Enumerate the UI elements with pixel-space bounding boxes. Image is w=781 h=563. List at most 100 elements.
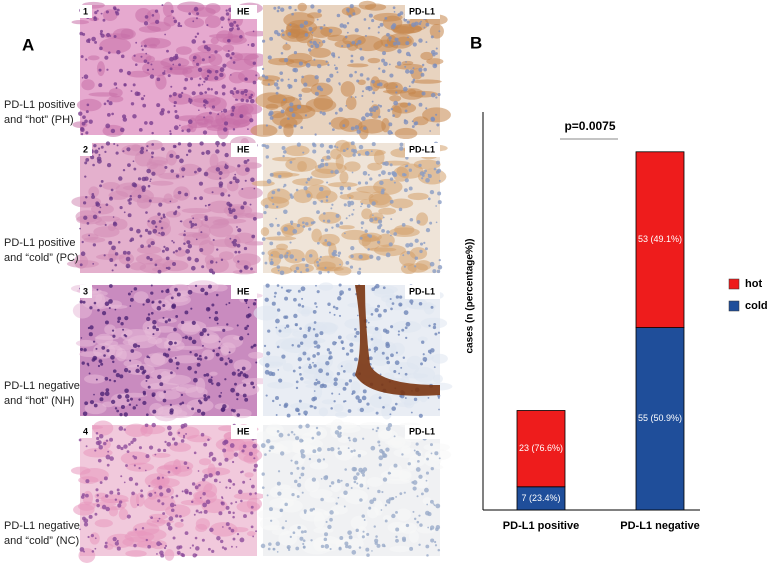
nucleus: [189, 547, 192, 549]
nucleus: [395, 535, 398, 539]
nucleus: [187, 149, 192, 153]
nucleus: [295, 436, 300, 441]
pdl1-image: [254, 418, 452, 557]
tag-bg: [405, 285, 440, 299]
nucleus: [295, 188, 299, 192]
nucleus: [412, 480, 418, 485]
nucleus: [345, 217, 348, 220]
nucleus: [354, 357, 358, 362]
tissue-texture: [313, 370, 332, 384]
nucleus: [97, 308, 100, 312]
nucleus: [187, 119, 193, 125]
nucleus: [425, 471, 430, 475]
nucleus: [95, 378, 98, 381]
nucleus: [221, 546, 225, 549]
nucleus: [116, 444, 121, 450]
nucleus: [164, 165, 168, 169]
nucleus: [168, 358, 173, 363]
nucleus: [218, 346, 221, 350]
tissue-texture: [381, 117, 390, 133]
tissue-texture: [344, 161, 361, 172]
tissue-texture: [199, 331, 220, 344]
nucleus: [221, 142, 226, 147]
nucleus: [219, 539, 224, 544]
nucleus: [374, 217, 378, 221]
nucleus: [397, 13, 400, 16]
nucleus: [411, 120, 414, 123]
nucleus: [83, 518, 89, 524]
nucleus: [278, 254, 284, 259]
nucleus: [99, 46, 103, 51]
nucleus: [224, 362, 228, 366]
nucleus: [166, 441, 172, 447]
value-label: 7 (23.4%): [521, 493, 560, 503]
nucleus: [301, 305, 305, 308]
nucleus: [98, 83, 103, 88]
nucleus: [108, 240, 113, 245]
nucleus: [381, 69, 386, 74]
nucleus: [191, 39, 197, 44]
nucleus: [295, 380, 299, 384]
nucleus: [351, 392, 354, 396]
nucleus: [245, 93, 248, 96]
nucleus: [167, 348, 171, 351]
legend-swatch: [728, 278, 740, 290]
nucleus: [79, 528, 81, 531]
row-label: and “cold” (NC): [4, 535, 79, 547]
nucleus: [311, 397, 316, 402]
nucleus: [198, 511, 201, 514]
nucleus: [165, 247, 170, 252]
nucleus: [277, 369, 280, 371]
nucleus: [374, 350, 376, 353]
nucleus: [151, 131, 154, 135]
nucleus: [418, 543, 421, 547]
nucleus: [235, 90, 240, 94]
bar-segment: [516, 410, 566, 488]
nucleus: [122, 150, 125, 153]
nucleus: [405, 164, 409, 168]
tissue-texture: [205, 165, 230, 181]
tissue-texture: [394, 127, 418, 140]
tissue-texture: [313, 255, 344, 272]
nucleus: [352, 475, 358, 481]
nucleus: [370, 313, 374, 316]
nucleus: [362, 437, 365, 440]
nucleus: [278, 432, 284, 438]
nucleus: [347, 10, 350, 13]
nucleus: [227, 38, 231, 43]
nucleus: [216, 322, 219, 325]
nucleus: [208, 56, 211, 59]
nucleus: [211, 456, 217, 462]
nucleus: [225, 53, 230, 58]
nucleus: [291, 492, 295, 497]
nucleus: [371, 79, 375, 84]
nucleus: [85, 445, 88, 448]
nucleus: [79, 347, 84, 351]
nucleus: [348, 287, 352, 291]
nucleus: [133, 455, 138, 460]
nucleus: [312, 328, 316, 331]
nucleus: [91, 192, 95, 196]
nucleus: [243, 159, 248, 164]
nucleus: [103, 476, 108, 481]
nucleus: [206, 24, 209, 27]
nucleus: [412, 510, 415, 513]
nucleus: [180, 393, 184, 397]
nucleus: [309, 40, 313, 44]
nucleus: [138, 446, 142, 450]
nucleus: [377, 104, 380, 107]
tissue-texture: [346, 191, 374, 201]
tissue-texture: [71, 196, 102, 208]
nucleus: [276, 284, 280, 287]
nucleus: [204, 91, 208, 94]
nucleus: [305, 222, 309, 226]
nucleus: [416, 220, 421, 224]
nucleus: [230, 408, 234, 412]
nucleus: [142, 303, 145, 306]
nucleus: [369, 112, 373, 117]
nucleus: [149, 257, 153, 262]
nucleus: [174, 504, 177, 507]
nucleus: [145, 379, 148, 382]
nucleus: [289, 535, 292, 539]
nucleus: [97, 440, 102, 445]
